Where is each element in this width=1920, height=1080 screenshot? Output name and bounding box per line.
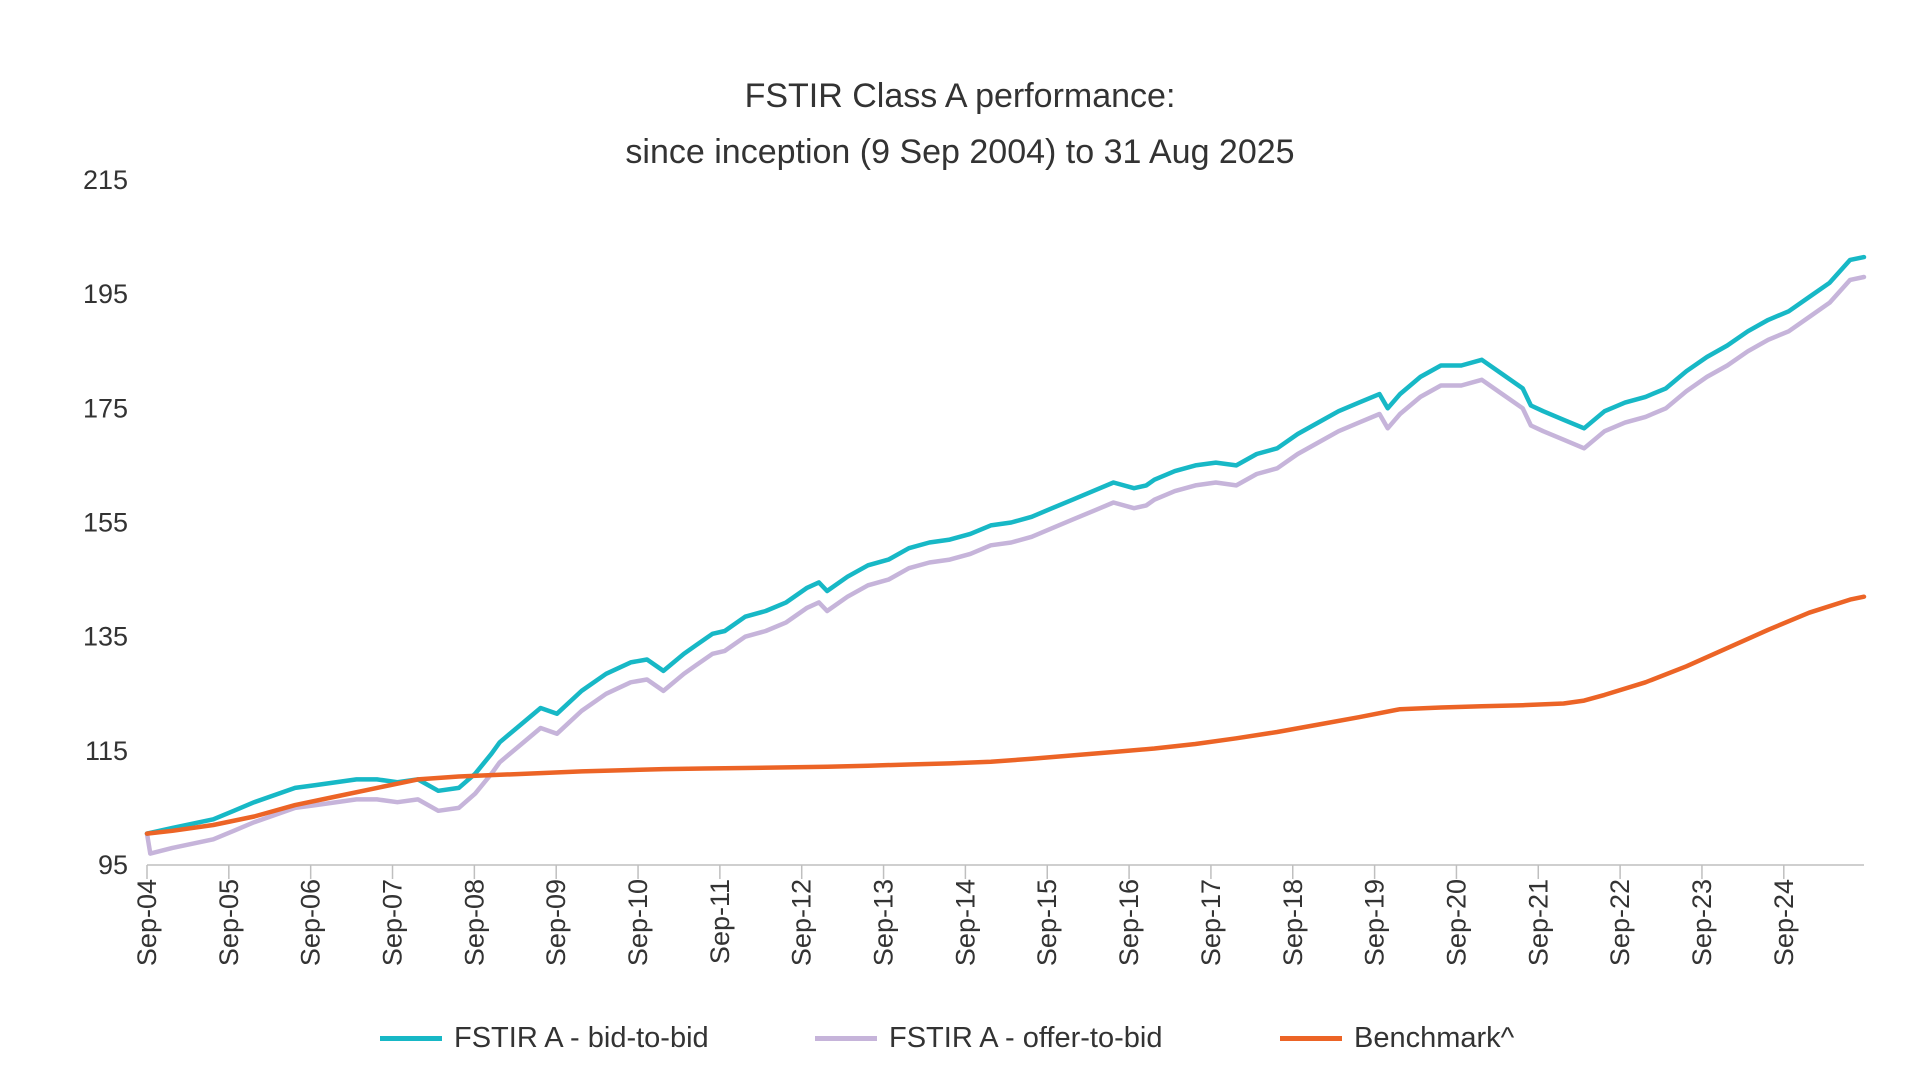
- y-tick-label: 135: [83, 622, 128, 652]
- y-tick-label: 95: [98, 850, 128, 880]
- legend: FSTIR A - bid-to-bid FSTIR A - offer-to-…: [0, 1013, 1920, 1063]
- x-tick-label: Sep-24: [1769, 879, 1799, 966]
- x-tick-label: Sep-22: [1605, 879, 1635, 966]
- x-tick-label: Sep-17: [1196, 879, 1226, 966]
- y-tick-label: 195: [83, 279, 128, 309]
- series-layer: [144, 254, 1867, 856]
- legend-item-benchmark: Benchmark^: [1280, 1013, 1514, 1063]
- legend-label-benchmark: Benchmark^: [1354, 1021, 1515, 1054]
- x-tick-label: Sep-16: [1114, 879, 1144, 966]
- y-tick-label: 155: [83, 508, 128, 538]
- x-tick-label: Sep-09: [541, 879, 571, 966]
- series-line-fstir-a-offer-to-bid: [144, 274, 1867, 856]
- x-tick-label: Sep-13: [869, 879, 899, 966]
- series-line-fstir-a-bid-to-bid: [144, 254, 1867, 836]
- y-tick-label: 215: [83, 165, 128, 195]
- x-tick-label: Sep-05: [214, 879, 244, 966]
- x-tick-label: Sep-06: [296, 879, 326, 966]
- x-tick-label: Sep-07: [378, 879, 408, 966]
- x-tick-label: Sep-20: [1441, 879, 1471, 966]
- legend-swatch-benchmark: [1280, 1035, 1342, 1041]
- legend-item-offer-to-bid: FSTIR A - offer-to-bid: [815, 1013, 1162, 1063]
- x-tick-label: Sep-04: [132, 879, 162, 966]
- x-tick-label: Sep-18: [1278, 879, 1308, 966]
- legend-item-bid-to-bid: FSTIR A - bid-to-bid: [380, 1013, 709, 1063]
- y-axis: 95 115 135 155 175 195 215: [83, 165, 128, 880]
- chart-subtitle: since inception (9 Sep 2004) to 31 Aug 2…: [625, 133, 1295, 171]
- chart-title-block: FSTIR Class A performance: since incepti…: [0, 68, 1920, 180]
- x-tick-label: Sep-12: [787, 879, 817, 966]
- legend-swatch-offer-to-bid: [815, 1035, 877, 1041]
- x-tick-label: Sep-23: [1687, 879, 1717, 966]
- x-tick-label: Sep-15: [1032, 879, 1062, 966]
- x-axis: Sep-04 Sep-05 Sep-06 Sep-07 Sep-08 Sep-09 Sep-…: [132, 864, 1864, 966]
- x-tick-label: Sep-10: [623, 879, 653, 966]
- x-tick-label: Sep-21: [1523, 879, 1553, 966]
- legend-label-offer-to-bid: FSTIR A - offer-to-bid: [889, 1021, 1163, 1054]
- x-tick-label: Sep-14: [950, 879, 980, 966]
- series-line-benchmark: [144, 594, 1867, 836]
- chart-title: FSTIR Class A performance:: [744, 77, 1176, 115]
- x-tick-label: Sep-11: [705, 879, 735, 964]
- legend-label-bid-to-bid: FSTIR A - bid-to-bid: [454, 1021, 709, 1054]
- x-tick-label: Sep-08: [459, 879, 489, 966]
- y-tick-label: 115: [85, 736, 128, 766]
- y-tick-label: 175: [83, 393, 128, 423]
- x-tick-label: Sep-19: [1360, 879, 1390, 966]
- legend-swatch-bid-to-bid: [380, 1035, 442, 1041]
